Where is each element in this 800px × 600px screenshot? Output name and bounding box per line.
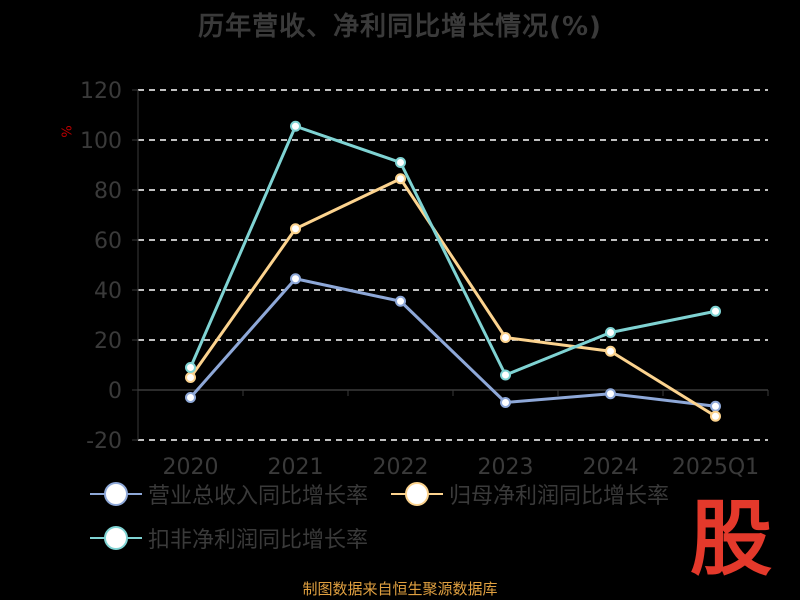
data-point — [185, 392, 196, 403]
x-tick-label: 2023 — [478, 455, 534, 480]
y-tick-label: 40 — [94, 279, 122, 304]
y-tick-label: 80 — [94, 179, 122, 204]
axes — [132, 89, 769, 441]
data-point — [500, 397, 511, 408]
data-point — [605, 327, 616, 338]
data-point — [185, 362, 196, 373]
data-point — [290, 120, 301, 132]
chart-legend: 营业总收入同比增长率 归母净利润同比增长率 扣非净利润同比增长率 — [90, 478, 770, 566]
tick-labels: 120 100 80 60 40 20 0 -20 2020 2021 2022 2023 2024 20… — [80, 79, 759, 480]
data-point — [395, 157, 406, 168]
data-point — [395, 295, 406, 307]
data-point — [500, 369, 511, 381]
x-tick-label: 2025Q1 — [672, 455, 759, 480]
y-tick-label: -20 — [86, 429, 122, 454]
legend-label-net-profit: 归母净利润同比增长率 — [449, 484, 670, 509]
data-point — [710, 400, 721, 412]
legend-item-net-profit[interactable]: 归母净利润同比增长率 — [391, 478, 669, 510]
data-point — [710, 305, 721, 317]
chart-title: 历年营收、净利同比增长情况(%) — [198, 12, 602, 42]
grid-lines — [138, 89, 768, 441]
data-source-note: 制图数据来自恒生聚源数据库 — [302, 580, 498, 598]
series-line-2 — [189, 124, 716, 377]
y-tick-label: 120 — [80, 79, 122, 104]
data-point — [500, 332, 511, 343]
legend-label-revenue: 营业总收入同比增长率 — [148, 484, 369, 509]
watermark-logo: 股 — [690, 491, 773, 587]
data-point — [185, 372, 196, 383]
legend-swatch-net-profit — [391, 481, 444, 507]
x-tick-label: 2022 — [373, 455, 429, 480]
y-axis-unit-label: % — [60, 125, 76, 138]
legend-swatch-deducted-profit — [90, 525, 142, 551]
data-point — [395, 173, 406, 185]
legend-label-deducted-profit: 扣非净利润同比增长率 — [148, 528, 369, 553]
series-lines — [185, 120, 721, 422]
legend-item-revenue[interactable]: 营业总收入同比增长率 — [90, 478, 368, 510]
legend-swatch-revenue — [90, 481, 142, 507]
data-point — [605, 345, 616, 357]
legend-item-deducted-profit[interactable]: 扣非净利润同比增长率 — [90, 522, 368, 554]
series-line-0 — [189, 277, 716, 408]
y-tick-label: 0 — [108, 379, 122, 404]
y-tick-label: 60 — [94, 229, 122, 254]
data-point — [605, 388, 616, 400]
data-point — [290, 223, 301, 235]
y-tick-label: 100 — [80, 129, 122, 154]
data-point — [710, 410, 721, 422]
data-point — [290, 273, 301, 285]
x-tick-label: 2021 — [268, 455, 324, 480]
x-tick-label: 2024 — [583, 455, 639, 480]
series-line-1 — [189, 177, 717, 418]
y-tick-label: 20 — [94, 329, 122, 354]
x-tick-label: 2020 — [163, 455, 219, 480]
